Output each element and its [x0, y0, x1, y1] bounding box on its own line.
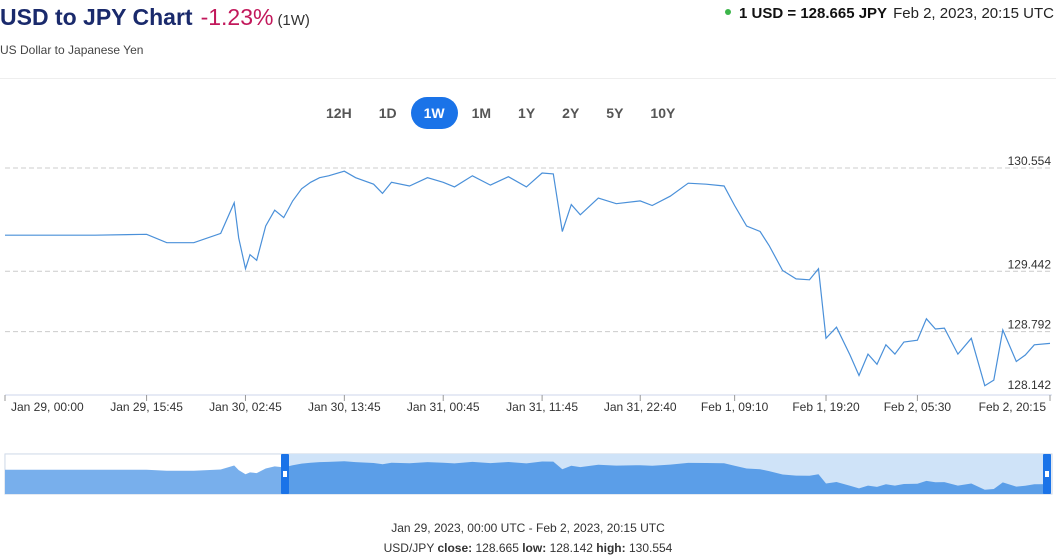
- range-button-1w[interactable]: 1W: [410, 97, 458, 129]
- current-rate: 1 USD = 128.665 JPY Feb 2, 2023, 20:15 UT…: [725, 5, 1054, 22]
- y-tick-label: 128.792: [1008, 318, 1052, 332]
- range-button-1d[interactable]: 1D: [378, 105, 397, 121]
- footer-close-label: close:: [437, 541, 473, 555]
- footer-pair: USD/JPY: [383, 541, 435, 555]
- navigator-left-handle[interactable]: [281, 454, 289, 494]
- range-selector: 12H 1D 1W 1M 1Y 2Y 5Y 10Y: [313, 97, 689, 129]
- live-status-dot-icon: [725, 9, 732, 16]
- rate-value: 1 USD = 128.665 JPY: [739, 5, 888, 22]
- navigator-right-handle[interactable]: [1043, 454, 1051, 494]
- footer-close-value: 128.665: [475, 541, 519, 555]
- range-button-12h[interactable]: 12H: [326, 105, 352, 121]
- price-chart: 130.554 129.442 128.792 128.142 Jan 29, 00:…: [4, 154, 1052, 414]
- series-line-usd-jpy: [5, 170, 1051, 387]
- x-tick-label: Feb 1, 09:10: [701, 400, 769, 414]
- page-subtitle: US Dollar to Japanese Yen: [0, 43, 144, 57]
- y-tick-label: 128.142: [1008, 378, 1052, 392]
- x-axis-ticks: Jan 29, 00:00 Jan 29, 15:45 Jan 30, 02:45 J…: [4, 395, 1051, 414]
- range-button-5y[interactable]: 5Y: [606, 105, 624, 121]
- rate-timestamp: Feb 2, 2023, 20:15 UTC: [893, 5, 1054, 22]
- range-navigator[interactable]: [0, 450, 1056, 500]
- page-title: USD to JPY Chart: [0, 4, 193, 30]
- range-button-1m[interactable]: 1M: [471, 105, 492, 121]
- chart-header: USD to JPY Chart -1.23% (1W) US Dollar to …: [0, 0, 1056, 79]
- x-tick-label: Feb 2, 20:15: [979, 400, 1047, 414]
- title-row: USD to JPY Chart -1.23% (1W): [0, 4, 310, 31]
- navigator-area: [5, 461, 1050, 494]
- navigator-unselected-mask: [5, 454, 285, 494]
- x-tick-label: Jan 31, 22:40: [604, 400, 677, 414]
- footer-high-label: high:: [596, 541, 626, 555]
- footer-low-value: 128.142: [549, 541, 593, 555]
- x-tick-label: Feb 1, 19:20: [792, 400, 860, 414]
- range-button-1y[interactable]: 1Y: [518, 105, 536, 121]
- x-tick-label: Jan 31, 00:45: [407, 400, 480, 414]
- footer-high-value: 130.554: [628, 541, 673, 555]
- y-tick-label: 129.442: [1008, 257, 1052, 271]
- range-button-10y[interactable]: 10Y: [650, 105, 676, 121]
- x-tick-label: Jan 30, 02:45: [209, 400, 282, 414]
- y-axis-labels: 130.554 129.442 128.792 128.142: [1008, 154, 1052, 392]
- footer-date-range: Jan 29, 2023, 00:00 UTC - Feb 2, 2023, 2…: [391, 521, 665, 535]
- change-percent: -1.23%: [200, 4, 274, 30]
- chart-grid: [5, 167, 1052, 333]
- range-button-2y[interactable]: 2Y: [562, 105, 580, 121]
- x-tick-label: Feb 2, 05:30: [884, 400, 952, 414]
- period-label: (1W): [277, 12, 310, 29]
- y-tick-label: 130.554: [1008, 154, 1052, 168]
- x-tick-label: Jan 29, 00:00: [11, 400, 84, 414]
- x-tick-label: Jan 29, 15:45: [110, 400, 183, 414]
- footer-low-label: low:: [522, 541, 547, 555]
- footer-summary: USD/JPY close: 128.665 low: 128.142 high…: [0, 541, 1056, 555]
- x-tick-label: Jan 30, 13:45: [308, 400, 381, 414]
- x-tick-label: Jan 31, 11:45: [506, 400, 578, 414]
